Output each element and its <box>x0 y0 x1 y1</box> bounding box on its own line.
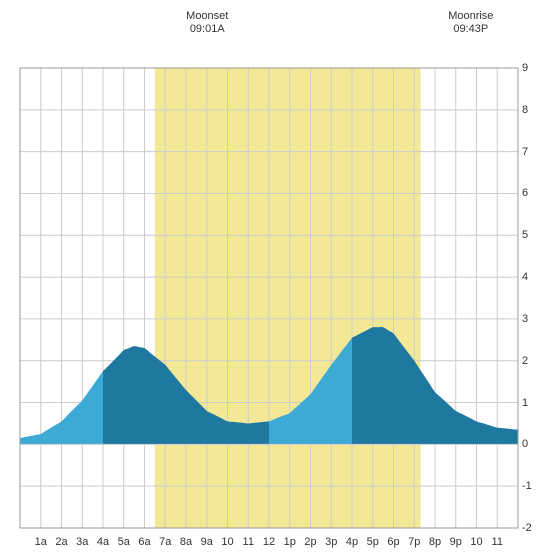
x-tick-label: 11 <box>243 536 254 548</box>
moonset-label-time: 09:01A <box>186 23 228 36</box>
x-tick-label: 8p <box>429 536 441 548</box>
y-tick-label: 4 <box>522 271 528 283</box>
y-tick-label: 0 <box>522 438 528 450</box>
x-tick-label: 11 <box>492 536 503 548</box>
x-tick-label: 2p <box>304 536 316 548</box>
x-tick-label: 1a <box>35 536 47 548</box>
x-tick-label: 9a <box>201 536 213 548</box>
plot-area: -2-10123456789 <box>10 38 540 530</box>
y-tick-label: -2 <box>522 522 532 534</box>
x-tick-label: 10 <box>470 536 482 548</box>
y-tick-label: 1 <box>522 397 528 409</box>
x-tick-label: 8a <box>180 536 192 548</box>
x-tick-label: 2a <box>55 536 67 548</box>
y-tick-label: 3 <box>522 313 528 325</box>
moonset-label: Moonset09:01A <box>186 10 228 36</box>
x-tick-label: 4a <box>97 536 109 548</box>
moonrise-label-time: 09:43P <box>448 23 493 36</box>
y-tick-label: 5 <box>522 229 528 241</box>
x-tick-label: 5a <box>118 536 130 548</box>
x-tick-label: 6p <box>387 536 399 548</box>
moonrise-label: Moonrise09:43P <box>448 10 493 36</box>
x-tick-label: 7p <box>408 536 420 548</box>
x-tick-label: 10 <box>221 536 233 548</box>
x-tick-label: 3a <box>76 536 88 548</box>
y-tick-label: 9 <box>522 62 528 74</box>
moonset-label-title: Moonset <box>186 10 228 23</box>
y-axis-labels: -2-10123456789 <box>522 38 542 530</box>
x-tick-label: 3p <box>325 536 337 548</box>
y-tick-label: -1 <box>522 480 532 492</box>
y-tick-label: 8 <box>522 104 528 116</box>
x-tick-label: 12 <box>263 536 275 548</box>
x-tick-label: 5p <box>367 536 379 548</box>
x-axis-labels: 1a 2a 3a 4a 5a 6a 7a 8a 9a 10 11 12 1p 2p 3p 4p 5p 6p 7p 8p… <box>10 536 540 556</box>
moonrise-label-title: Moonrise <box>448 10 493 23</box>
x-tick-label: 1p <box>284 536 296 548</box>
y-tick-label: 6 <box>522 187 528 199</box>
y-tick-label: 2 <box>522 355 528 367</box>
tide-chart: Moonset09:01A Moonrise09:43P -2 -1 0 1 2 3 4 5 6 7… <box>10 10 540 540</box>
chart-svg <box>10 38 520 530</box>
x-tick-label: 6a <box>138 536 150 548</box>
x-tick-label: 7a <box>159 536 171 548</box>
x-tick-label: 4p <box>346 536 358 548</box>
y-tick-label: 7 <box>522 146 528 158</box>
moon-event-header: Moonset09:01A Moonrise09:43P <box>10 10 540 38</box>
x-tick-label: 9p <box>450 536 462 548</box>
